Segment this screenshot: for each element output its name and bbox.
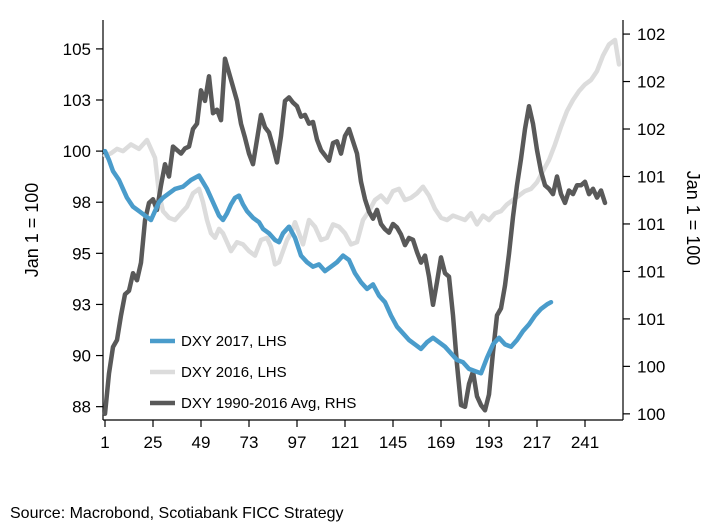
y-right-tick-label: 101 [637,262,665,281]
x-tick-label: 145 [379,433,407,452]
y-left-tick-label: 98 [72,193,91,212]
y-axis-right-title: Jan 1 = 100 [683,171,703,266]
y-right-tick-label: 102 [637,73,665,92]
y-right-tick-label: 101 [637,215,665,234]
y-right-tick-label: 102 [637,120,665,139]
series-line-1 [102,37,622,267]
x-tick-label: 49 [192,433,211,452]
y-right-tick-label: 101 [637,310,665,329]
x-tick-label: 217 [523,433,551,452]
y-right-tick-label: 102 [637,25,665,44]
x-tick-label: 97 [288,433,307,452]
x-tick-label: 241 [571,433,599,452]
y-left-tick-label: 90 [72,347,91,366]
x-tick-label: 73 [240,433,259,452]
source-note: Source: Macrobond, Scotiabank FICC Strat… [10,505,344,522]
y-left-tick-label: 100 [63,142,91,161]
legend-label-0: DXY 2017, LHS [181,333,287,350]
legend-label-1: DXY 2016, LHS [181,364,287,381]
y-left-tick-label: 88 [72,398,91,417]
y-left-tick-label: 105 [63,40,91,59]
series-layer [102,37,622,417]
y-axis-left-title: Jan 1 = 100 [22,183,42,278]
y-right-tick-label: 100 [637,357,665,376]
legend-label-2: DXY 1990-2016 Avg, RHS [181,395,356,412]
x-tick-label: 25 [144,433,163,452]
tick-layer: 1 25 49 73 97 121 145 169 193 217 241 88 90 93 95 98 100… [63,25,666,452]
x-tick-label: 193 [475,433,503,452]
y-left-tick-label: 103 [63,91,91,110]
x-tick-label: 121 [331,433,359,452]
plot-frame [102,20,624,421]
y-right-tick-label: 101 [637,167,665,186]
y-left-tick-label: 95 [72,244,91,263]
legend: DXY 2017, LHS DXY 2016, LHS DXY 1990-2016 … [150,333,356,412]
series-line-0 [102,148,554,376]
y-right-tick-label: 100 [637,405,665,424]
series-line-2 [102,56,608,417]
x-tick-label: 1 [100,433,109,452]
y-left-tick-label: 93 [72,295,91,314]
x-tick-label: 169 [427,433,455,452]
